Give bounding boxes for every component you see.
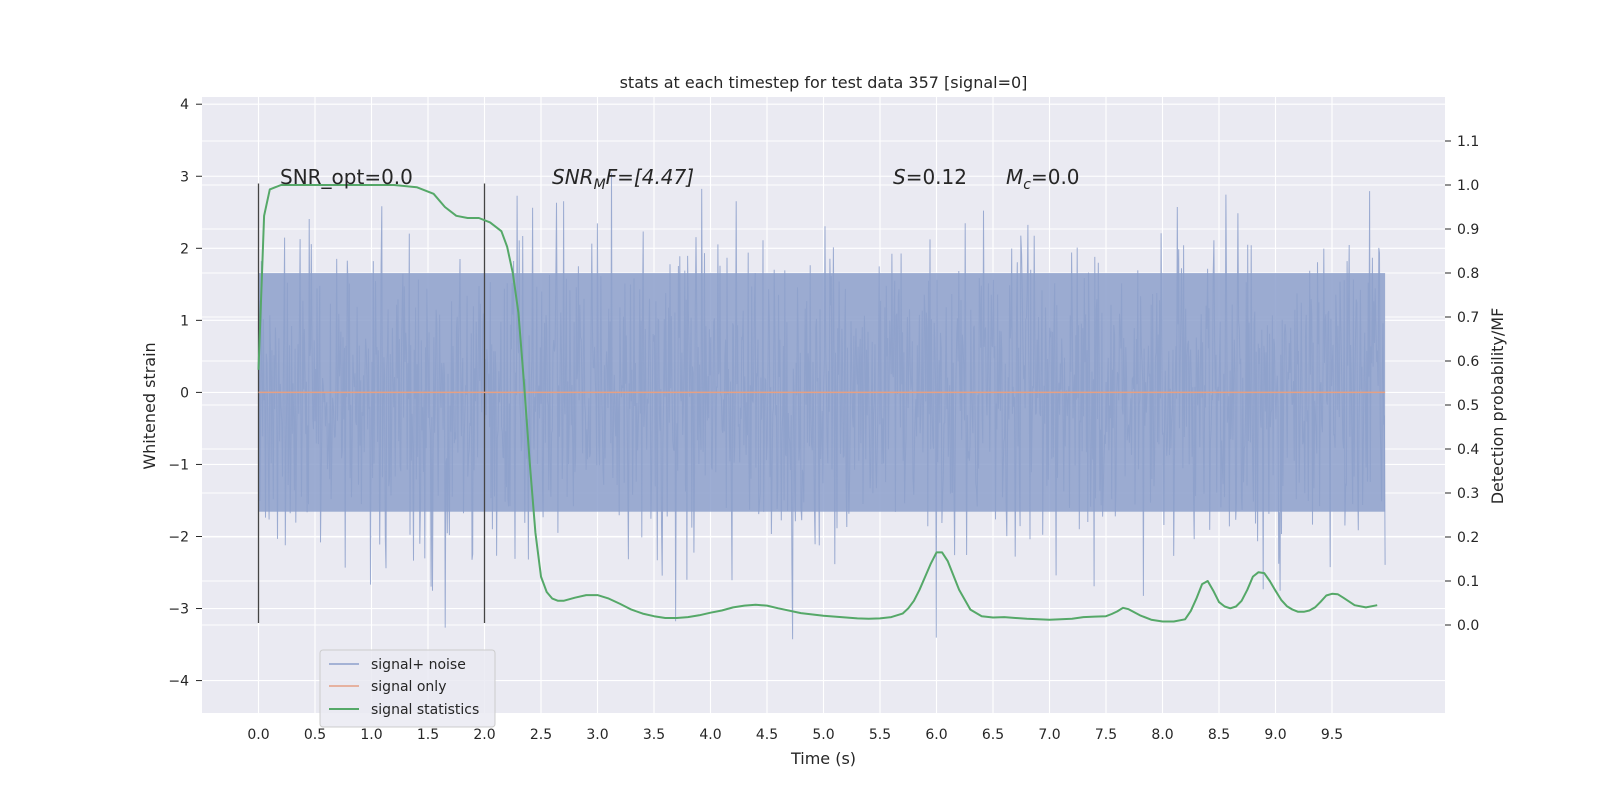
y-tick-label-right: 0.4	[1457, 442, 1479, 458]
legend-box	[319, 649, 496, 728]
y-tick-label-left: 0	[180, 385, 189, 401]
x-tick-label: 2.0	[473, 727, 495, 743]
y-tick-label-left: 4	[180, 97, 189, 113]
y-tick-label-left: 1	[180, 313, 189, 329]
vertical-markers	[257, 183, 486, 623]
y-tick-label-left: −2	[168, 529, 189, 545]
y-tick-label-left: 2	[180, 241, 189, 257]
y-tick-label-right: 0.9	[1457, 222, 1479, 238]
x-tick-label: 9.0	[1264, 727, 1286, 743]
y-tick-label-right: 0.8	[1457, 266, 1479, 282]
x-axis-label: Time (s)	[790, 749, 856, 768]
x-tick-label: 2.5	[530, 727, 552, 743]
annotation-mc: Mc=0.0	[1006, 165, 1080, 193]
x-tick-label: 4.0	[699, 727, 721, 743]
x-tick-label: 7.0	[1038, 727, 1060, 743]
annotation-snr-mf: SNRMF=[4.47]	[552, 165, 694, 193]
y-tick-label-right: 0.5	[1457, 398, 1479, 414]
y-tick-label-left: −1	[168, 457, 189, 473]
chart-title: stats at each timestep for test data 357…	[620, 73, 1028, 92]
series-signal-noise	[258, 173, 1386, 640]
y-tick-label-right: 0.1	[1457, 574, 1479, 590]
x-tick-label: 5.5	[869, 727, 891, 743]
y-tick-label-left: −3	[168, 602, 189, 618]
y-tick-label-left: −4	[168, 674, 189, 690]
x-tick-label: 8.5	[1208, 727, 1230, 743]
series-signal-statistics	[257, 184, 1378, 623]
annotation-s: S=0.12	[893, 165, 967, 189]
y-tick-label-right: 0.2	[1457, 530, 1479, 546]
x-tick-label: 9.5	[1321, 727, 1343, 743]
x-tick-label: 6.5	[982, 727, 1004, 743]
x-tick-label: 7.5	[1095, 727, 1117, 743]
y-tick-label-left: 3	[180, 169, 189, 185]
y-axis-label-left: Whitened strain	[140, 342, 159, 469]
x-tick-label: 1.5	[417, 727, 439, 743]
x-tick-label: 3.0	[586, 727, 608, 743]
x-tick-label: 6.0	[925, 727, 947, 743]
x-tick-label: 0.5	[304, 727, 326, 743]
y-tick-label-right: 0.7	[1457, 310, 1479, 326]
y-tick-label-right: 0.6	[1457, 354, 1479, 370]
x-tick-label: 3.5	[643, 727, 665, 743]
y-tick-label-right: 0.3	[1457, 486, 1479, 502]
annotation-snr-opt: SNR_opt=0.0	[280, 165, 413, 189]
y-tick-label-right: 0.0	[1457, 618, 1479, 634]
x-tick-label: 4.5	[756, 727, 778, 743]
x-tick-label: 0.0	[247, 727, 269, 743]
y-tick-label-right: 1.0	[1457, 178, 1479, 194]
line-series	[257, 184, 1386, 623]
legend-label-signal-statistics: signal statistics	[371, 702, 479, 718]
y-tick-label-right: 1.1	[1457, 134, 1479, 150]
x-tick-label: 5.0	[812, 727, 834, 743]
tick-labels: 0.0 0.5 1.0 1.5 2.0 2.5 3.0 3.5 4.0 4.5 5.0 5.5 6.0 6…	[168, 97, 1479, 743]
legend: signal+ noise signal only signal statist…	[319, 649, 496, 728]
x-tick-label: 1.0	[360, 727, 382, 743]
legend-label-signal-only: signal only	[371, 679, 446, 695]
legend-label-signal-noise: signal+ noise	[371, 657, 466, 673]
y-axis-label-right: Detection probability/MF	[1488, 308, 1507, 505]
x-tick-label: 8.0	[1151, 727, 1173, 743]
